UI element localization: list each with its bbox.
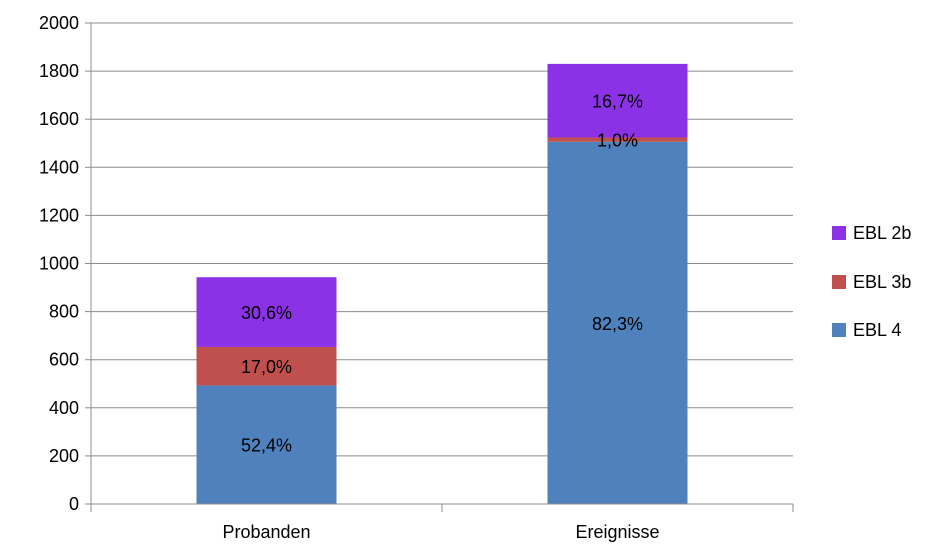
legend-label: EBL 2b xyxy=(853,223,911,243)
legend-label: EBL 3b xyxy=(853,272,911,292)
data-label: 16,7% xyxy=(592,92,643,112)
y-tick-label: 800 xyxy=(49,302,79,322)
y-tick-label: 1000 xyxy=(39,254,79,274)
axes: 0 200 400 600 800 1000 1200 1400 1600 1800 2000 Pro… xyxy=(39,13,794,542)
gridlines xyxy=(91,22,793,457)
y-tick-label: 1600 xyxy=(39,109,79,129)
bar-segment xyxy=(547,137,688,142)
data-label: 1,0% xyxy=(597,131,638,151)
bars xyxy=(196,63,688,504)
legend: EBL 2b EBL 3b EBL 4 xyxy=(832,223,911,340)
y-tick-label: 1200 xyxy=(39,205,79,225)
y-tick-label: 1400 xyxy=(39,157,79,177)
bar-segment xyxy=(196,385,337,504)
y-tick-label: 0 xyxy=(69,494,79,514)
data-label: 17,0% xyxy=(241,357,292,377)
legend-swatch xyxy=(832,275,846,289)
x-category-label: Ereignisse xyxy=(575,522,659,542)
y-tick-label: 400 xyxy=(49,398,79,418)
legend-swatch xyxy=(832,323,846,337)
bar-segment xyxy=(547,141,688,504)
legend-swatch xyxy=(832,226,846,240)
bar-segment xyxy=(196,277,337,347)
data-label: 82,3% xyxy=(592,314,643,334)
data-labels: 52,4% 17,0% 30,6% 82,3% 1,0% 16,7% xyxy=(241,92,643,456)
y-tick-label: 1800 xyxy=(39,61,79,81)
bar-segment xyxy=(547,63,688,138)
y-tick-label: 2000 xyxy=(39,13,79,33)
y-tick-label: 600 xyxy=(49,350,79,370)
data-label: 52,4% xyxy=(241,436,292,456)
y-tick-label: 200 xyxy=(49,446,79,466)
data-label: 30,6% xyxy=(241,303,292,323)
bar-segment xyxy=(196,346,337,386)
legend-label: EBL 4 xyxy=(853,320,901,340)
x-category-label: Probanden xyxy=(222,522,310,542)
